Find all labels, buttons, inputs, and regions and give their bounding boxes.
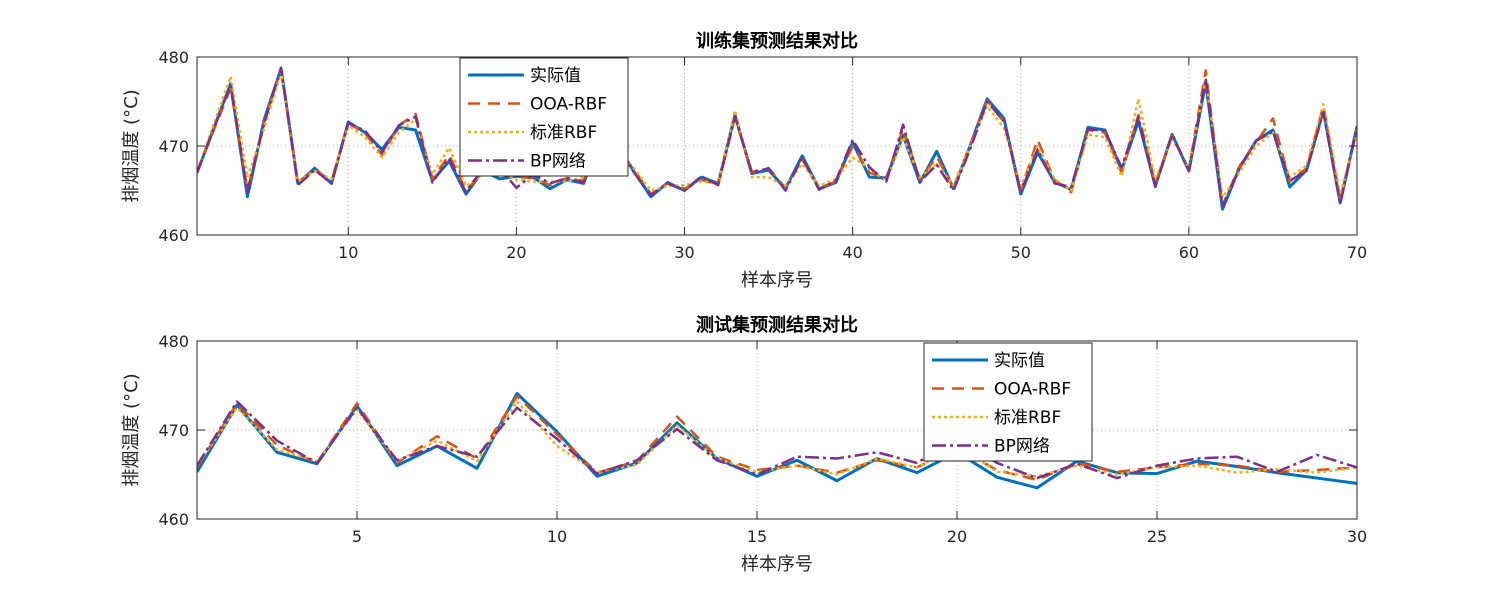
x-tick-label: 10 bbox=[338, 243, 358, 262]
x-axis-label: 样本序号 bbox=[741, 554, 813, 575]
series-line-3 bbox=[197, 66, 1357, 208]
x-tick-label: 30 bbox=[1347, 527, 1367, 546]
x-tick-label: 40 bbox=[842, 243, 862, 262]
y-tick-label: 470 bbox=[158, 421, 189, 440]
y-tick-label: 460 bbox=[158, 510, 189, 529]
y-axis-label: 排烟温度 (°C) bbox=[121, 373, 142, 486]
series-line-3 bbox=[197, 400, 1357, 480]
x-tick-label: 50 bbox=[1011, 243, 1031, 262]
legend-entry-0: 实际值 bbox=[530, 66, 581, 86]
legend-entry-3: BP网络 bbox=[530, 152, 586, 172]
x-tick-label: 70 bbox=[1347, 243, 1367, 262]
legend: 实际值 OOA-RBF 标准RBF BP网络 bbox=[459, 57, 629, 177]
chart-title: 测试集预测结果对比 bbox=[696, 314, 858, 336]
x-tick-label: 30 bbox=[674, 243, 694, 262]
chart-title: 训练集预测结果对比 bbox=[696, 30, 858, 52]
y-tick-label: 480 bbox=[158, 332, 189, 351]
series-lines bbox=[197, 392, 1357, 490]
legend: 实际值 OOA-RBF 标准RBF BP网络 bbox=[923, 342, 1093, 462]
x-tick-label: 25 bbox=[1147, 527, 1167, 546]
x-tick-label: 60 bbox=[1179, 243, 1199, 262]
series-line-2 bbox=[197, 70, 1357, 199]
legend-entry-1: OOA-RBF bbox=[530, 95, 607, 115]
y-tick-label: 480 bbox=[158, 48, 189, 67]
legend-box bbox=[459, 57, 629, 177]
plot-area bbox=[197, 57, 1357, 235]
x-axis-label: 样本序号 bbox=[741, 270, 813, 291]
x-tick-label: 10 bbox=[547, 527, 567, 546]
x-tick-label: 20 bbox=[947, 527, 967, 546]
plot-area bbox=[197, 341, 1357, 519]
y-axis-label: 排烟温度 (°C) bbox=[121, 89, 142, 202]
legend-entry-2: 标准RBF bbox=[530, 123, 597, 143]
legend-entry-2: 标准RBF bbox=[994, 408, 1061, 428]
x-tick-label: 15 bbox=[747, 527, 767, 546]
legend-entry-0: 实际值 bbox=[994, 351, 1045, 371]
y-tick-label: 460 bbox=[158, 226, 189, 245]
x-tick-label: 20 bbox=[506, 243, 526, 262]
y-tick-label: 470 bbox=[158, 137, 189, 156]
legend-box bbox=[923, 342, 1093, 462]
x-tick-label: 5 bbox=[352, 527, 362, 546]
series-lines bbox=[197, 66, 1357, 211]
legend-entry-1: OOA-RBF bbox=[994, 380, 1071, 400]
legend-entry-3: BP网络 bbox=[994, 437, 1050, 457]
